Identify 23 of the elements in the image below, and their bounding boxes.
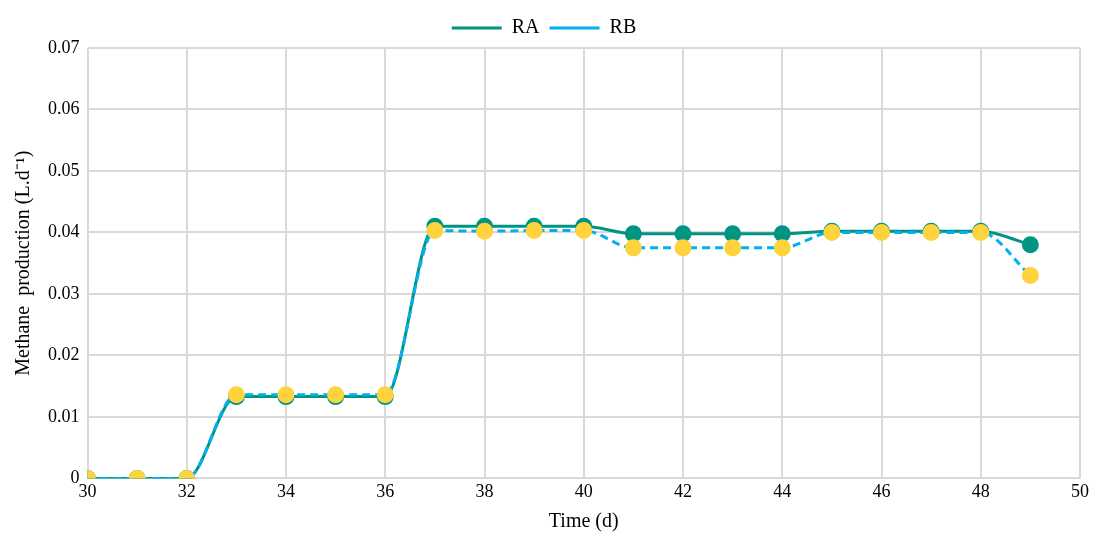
y-tick-label: 0.02 — [48, 344, 80, 365]
x-tick-label: 50 — [1071, 480, 1089, 501]
y-tick-label: 0.05 — [48, 159, 80, 180]
x-tick-label: 46 — [872, 480, 891, 501]
y-tick-label: 0.04 — [48, 221, 80, 242]
x-tick-label: 42 — [674, 480, 692, 501]
y-tick-label: 0.03 — [48, 282, 80, 303]
x-tick-label: 36 — [376, 480, 395, 501]
x-tick-label: 30 — [78, 480, 97, 501]
y-tick-label: 0.01 — [48, 405, 80, 426]
y-tick-label: 0.06 — [48, 98, 80, 119]
x-tick-label: 34 — [277, 480, 295, 501]
legend-label: RA — [511, 15, 541, 38]
legend-label: RB — [609, 15, 637, 38]
y-tick-label: 0 — [70, 467, 80, 488]
x-axis-title: Time (d) — [548, 509, 619, 533]
x-tick-label: 48 — [971, 480, 990, 501]
y-axis-title: Methane production (L.d⁻¹) — [11, 150, 35, 376]
x-tick-label: 40 — [574, 480, 593, 501]
x-tick-label: 38 — [475, 480, 494, 501]
y-tick-label: 0.07 — [48, 36, 80, 57]
x-tick-label: 44 — [773, 480, 792, 501]
x-tick-label: 32 — [177, 480, 196, 501]
